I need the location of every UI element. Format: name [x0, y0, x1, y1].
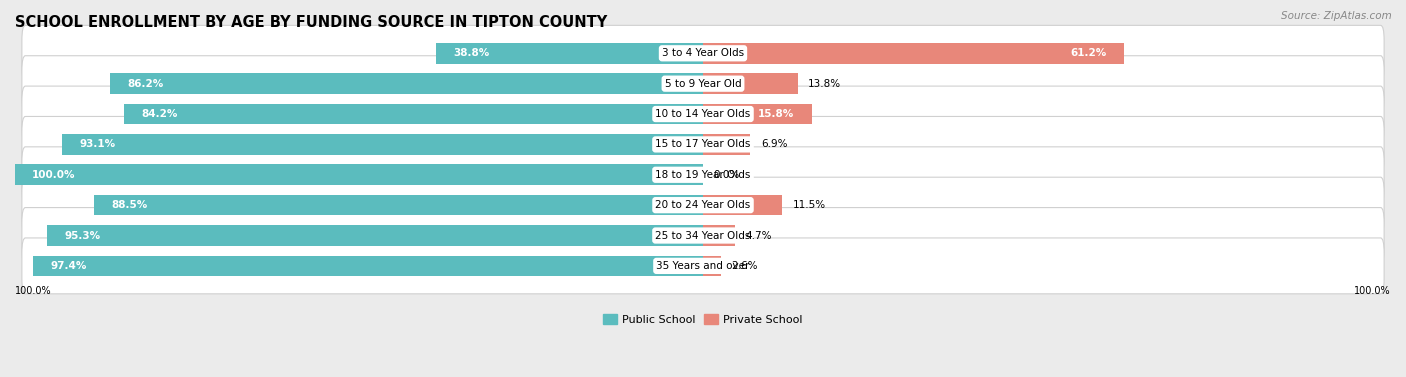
Bar: [110, 74, 703, 94]
Text: 3 to 4 Year Olds: 3 to 4 Year Olds: [662, 48, 744, 58]
Text: 15.8%: 15.8%: [758, 109, 794, 119]
Text: Source: ZipAtlas.com: Source: ZipAtlas.com: [1281, 11, 1392, 21]
Text: SCHOOL ENROLLMENT BY AGE BY FUNDING SOURCE IN TIPTON COUNTY: SCHOOL ENROLLMENT BY AGE BY FUNDING SOUR…: [15, 15, 607, 30]
Text: 6.9%: 6.9%: [761, 139, 787, 149]
Text: 18 to 19 Year Olds: 18 to 19 Year Olds: [655, 170, 751, 180]
Text: 100.0%: 100.0%: [32, 170, 76, 180]
Bar: [48, 225, 703, 246]
FancyBboxPatch shape: [22, 56, 1384, 112]
Bar: [703, 104, 811, 124]
Text: 97.4%: 97.4%: [51, 261, 86, 271]
Bar: [703, 134, 751, 155]
Text: 100.0%: 100.0%: [15, 286, 52, 296]
FancyBboxPatch shape: [22, 147, 1384, 203]
FancyBboxPatch shape: [22, 238, 1384, 294]
Bar: [94, 195, 703, 216]
FancyBboxPatch shape: [22, 116, 1384, 172]
Text: 15 to 17 Year Olds: 15 to 17 Year Olds: [655, 139, 751, 149]
Text: 25 to 34 Year Olds: 25 to 34 Year Olds: [655, 230, 751, 241]
Bar: [703, 43, 1123, 64]
Text: 13.8%: 13.8%: [808, 79, 841, 89]
Bar: [124, 104, 703, 124]
Text: 35 Years and over: 35 Years and over: [657, 261, 749, 271]
FancyBboxPatch shape: [22, 25, 1384, 81]
Legend: Public School, Private School: Public School, Private School: [599, 309, 807, 329]
Text: 2.6%: 2.6%: [731, 261, 758, 271]
Bar: [62, 134, 703, 155]
Bar: [703, 74, 799, 94]
Text: 10 to 14 Year Olds: 10 to 14 Year Olds: [655, 109, 751, 119]
FancyBboxPatch shape: [22, 177, 1384, 233]
Bar: [703, 195, 782, 216]
Text: 100.0%: 100.0%: [1354, 286, 1391, 296]
Bar: [32, 256, 703, 276]
Bar: [703, 256, 721, 276]
Text: 93.1%: 93.1%: [80, 139, 115, 149]
Text: 61.2%: 61.2%: [1070, 48, 1107, 58]
Text: 84.2%: 84.2%: [141, 109, 177, 119]
Bar: [436, 43, 703, 64]
Text: 86.2%: 86.2%: [127, 79, 163, 89]
Text: 11.5%: 11.5%: [793, 200, 825, 210]
Text: 88.5%: 88.5%: [111, 200, 148, 210]
Text: 20 to 24 Year Olds: 20 to 24 Year Olds: [655, 200, 751, 210]
FancyBboxPatch shape: [22, 208, 1384, 264]
Bar: [15, 164, 703, 185]
Bar: [703, 225, 735, 246]
Text: 0.0%: 0.0%: [713, 170, 740, 180]
Text: 38.8%: 38.8%: [453, 48, 489, 58]
Text: 4.7%: 4.7%: [745, 230, 772, 241]
Text: 5 to 9 Year Old: 5 to 9 Year Old: [665, 79, 741, 89]
Text: 95.3%: 95.3%: [65, 230, 101, 241]
FancyBboxPatch shape: [22, 86, 1384, 142]
